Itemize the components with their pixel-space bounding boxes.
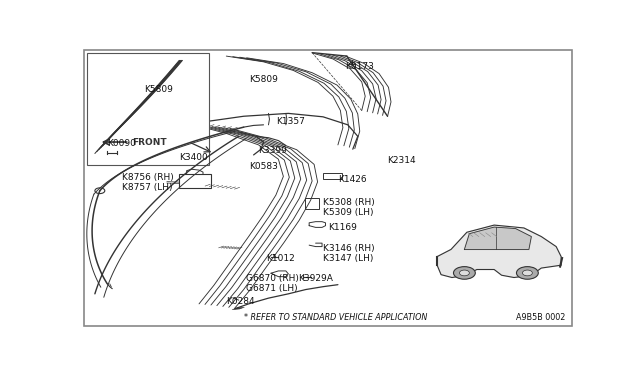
Text: K5809: K5809 [145, 84, 173, 93]
Text: * REFER TO STANDARD VEHICLE APPLICATION: * REFER TO STANDARD VEHICLE APPLICATION [244, 313, 427, 322]
Text: K3146 (RH): K3146 (RH) [323, 244, 374, 253]
Text: K1357: K1357 [276, 118, 305, 126]
Text: G6871 (LH): G6871 (LH) [246, 283, 298, 293]
Text: K0583: K0583 [249, 162, 278, 171]
Text: K8757 (LH): K8757 (LH) [122, 183, 173, 192]
Text: K3929A: K3929A [298, 273, 333, 283]
Text: K3147 (LH): K3147 (LH) [323, 254, 373, 263]
Text: K0284: K0284 [227, 297, 255, 306]
Text: K3400: K3400 [179, 153, 208, 162]
Text: G6870 (RH): G6870 (RH) [246, 273, 299, 283]
Text: K1012: K1012 [266, 254, 295, 263]
Bar [179, 174, 211, 189]
Bar [88, 53, 209, 165]
Bar [323, 173, 342, 179]
Text: A9B5B 0002: A9B5B 0002 [516, 313, 566, 322]
Text: K0173: K0173 [346, 62, 374, 71]
Text: K1169: K1169 [328, 224, 357, 232]
Polygon shape [465, 227, 531, 250]
Text: K5809: K5809 [249, 74, 278, 83]
Circle shape [460, 270, 469, 276]
Polygon shape [437, 225, 561, 278]
Text: K5308 (RH): K5308 (RH) [323, 198, 375, 207]
Circle shape [522, 270, 532, 276]
Text: K8756 (RH): K8756 (RH) [122, 173, 174, 182]
Bar [305, 198, 319, 209]
Text: FRONT: FRONT [132, 138, 167, 147]
Text: K1426: K1426 [338, 175, 367, 184]
Circle shape [516, 267, 538, 279]
Text: K5309 (LH): K5309 (LH) [323, 208, 374, 217]
Text: K2314: K2314 [388, 156, 416, 165]
Text: K0090: K0090 [108, 139, 136, 148]
Circle shape [454, 267, 476, 279]
Text: K3399: K3399 [259, 146, 287, 155]
